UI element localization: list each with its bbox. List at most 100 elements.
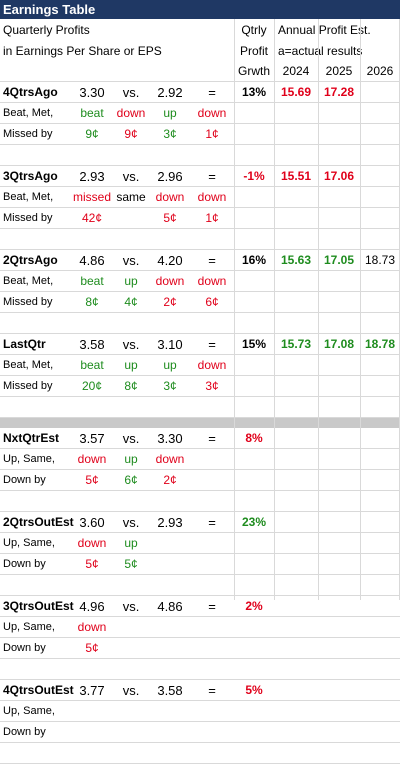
status-word: down: [197, 274, 227, 288]
value-a: 3.77: [79, 682, 105, 698]
row-spacer: [0, 313, 400, 334]
annual-y2025: 17.05: [323, 253, 355, 267]
amount-value: 5¢: [85, 641, 99, 655]
status-word: down: [155, 190, 185, 204]
header-annual-profit: Annual Profit Est.: [278, 22, 371, 37]
row-label: 4QtrsAgo: [3, 85, 58, 99]
header-eps: in Earnings Per Share or EPS: [3, 43, 162, 58]
growth-value: 16%: [241, 253, 267, 267]
status-word: [190, 617, 234, 637]
annual-y2025: [318, 680, 360, 700]
amount-label: Missed by: [3, 128, 53, 140]
status-label: Up, Same,: [3, 621, 55, 633]
status-word: [190, 533, 234, 553]
row-label: 2QtrsAgo: [3, 253, 58, 267]
annual-y2025: 17.28: [323, 85, 355, 99]
status-word: [150, 701, 190, 721]
row-status: Beat, Met, beat up down down: [0, 271, 400, 292]
value-a: 4.96: [79, 598, 105, 614]
growth-value: 13%: [241, 85, 267, 99]
value-vs: vs.: [122, 252, 140, 268]
growth-value: 5%: [245, 683, 263, 697]
amount-value: 2¢: [163, 473, 177, 487]
row-spacer: [0, 659, 400, 680]
amount-value: 42¢: [81, 211, 103, 225]
amount-value: 6¢: [205, 295, 219, 309]
status-word: down: [77, 620, 107, 634]
amount-value: [150, 638, 190, 658]
status-word: same: [116, 190, 146, 204]
amount-value: 9¢: [124, 127, 138, 141]
amount-value: [112, 722, 150, 742]
amount-value: 20¢: [81, 379, 103, 393]
amount-value: [72, 722, 112, 742]
row-status: Up, Same, down up down: [0, 449, 400, 470]
value-b: 4.86: [157, 598, 183, 614]
row-spacer: [0, 575, 400, 596]
header-row-1: Quarterly Profits Qtrly Annual Profit Es…: [0, 19, 400, 40]
amount-value: 5¢: [85, 473, 99, 487]
annual-y2024: [274, 596, 318, 616]
status-word: up: [124, 452, 138, 466]
amount-label: Missed by: [3, 380, 53, 392]
value-a: 2.93: [79, 168, 105, 184]
status-word: [150, 533, 190, 553]
header-qtrly: Qtrly: [241, 22, 267, 37]
row-3qtrsago: 3QtrsAgo 2.93 vs. 2.96 = -1% 15.51 17.06: [0, 166, 400, 187]
value-b: 2.93: [157, 514, 183, 530]
row-status: Up, Same, down up: [0, 533, 400, 554]
row-amount: Down by: [0, 722, 400, 743]
status-word: down: [116, 106, 146, 120]
header-actual-results: a=actual results: [278, 43, 363, 58]
value-b: 4.20: [157, 252, 183, 268]
row-amount: Missed by 42¢ 5¢ 1¢: [0, 208, 400, 229]
header-2025: 2025: [325, 64, 353, 78]
status-label: Up, Same,: [3, 537, 55, 549]
amount-value: 3¢: [163, 379, 177, 393]
amount-value: 3¢: [205, 379, 219, 393]
annual-y2024: [274, 512, 318, 532]
row-amount: Missed by 9¢ 9¢ 3¢ 1¢: [0, 124, 400, 145]
amount-value: 8¢: [85, 295, 99, 309]
row-status: Beat, Met, beat up up down: [0, 355, 400, 376]
amount-value: 1¢: [205, 211, 219, 225]
amount-value: 4¢: [124, 295, 138, 309]
header-quarterly-profits: Quarterly Profits: [3, 22, 90, 37]
value-a: 3.57: [79, 430, 105, 446]
row-label: 2QtrsOutEst: [3, 515, 74, 529]
value-eq: =: [208, 252, 216, 268]
value-a: 4.86: [79, 252, 105, 268]
row-label: NxtQtrEst: [3, 431, 60, 445]
value-eq: =: [208, 514, 216, 530]
value-a: 3.58: [79, 336, 105, 352]
status-word: up: [163, 358, 177, 372]
value-eq: =: [208, 682, 216, 698]
growth-value: -1%: [243, 169, 265, 183]
amount-value: [150, 554, 190, 574]
amount-value: 8¢: [124, 379, 138, 393]
status-word: down: [155, 274, 185, 288]
amount-label: Down by: [3, 474, 46, 486]
status-word: beat: [80, 358, 104, 372]
amount-value: 9¢: [85, 127, 99, 141]
value-b: 3.58: [157, 682, 183, 698]
table-title: Earnings Table: [0, 0, 400, 19]
value-eq: =: [208, 598, 216, 614]
row-3qtrsoutest: 3QtrsOutEst 4.96 vs. 4.86 = 2%: [0, 596, 400, 617]
row-2qtrsoutest: 2QtrsOutEst 3.60 vs. 2.93 = 23%: [0, 512, 400, 533]
status-word: down: [77, 452, 107, 466]
status-word: down: [197, 106, 227, 120]
amount-value: 3¢: [163, 127, 177, 141]
status-label: Beat, Met,: [3, 107, 54, 119]
row-spacer: [0, 145, 400, 166]
header-growth: Grwth: [237, 64, 270, 78]
value-b: 3.10: [157, 336, 183, 352]
status-word: down: [197, 358, 227, 372]
row-2qtrsago: 2QtrsAgo 4.86 vs. 4.20 = 16% 15.63 17.05 18.73: [0, 250, 400, 271]
amount-label: Down by: [3, 726, 46, 738]
value-a: 3.60: [79, 514, 105, 530]
row-spacer: [0, 229, 400, 250]
annual-y2026: [360, 512, 400, 532]
header-2026: 2026: [366, 64, 394, 78]
value-eq: =: [208, 430, 216, 446]
